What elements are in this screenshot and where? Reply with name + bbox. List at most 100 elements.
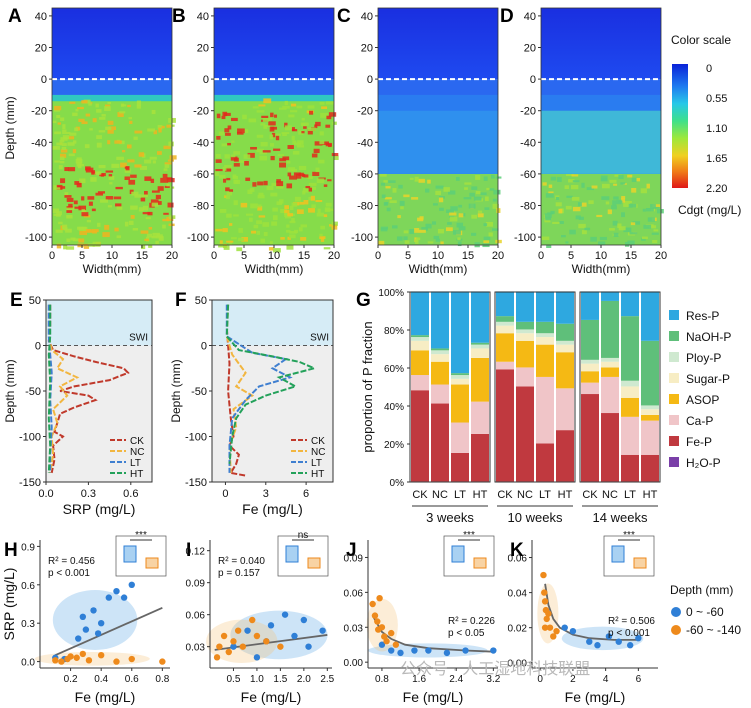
- y-tick-label: -80: [193, 201, 209, 213]
- concentration-cell: [250, 146, 257, 150]
- concentration-cell: [94, 171, 102, 175]
- concentration-cell: [409, 177, 414, 180]
- concentration-cell: [438, 197, 444, 203]
- stack-segment: [431, 361, 449, 385]
- data-point-shallow: [120, 594, 128, 601]
- stack-segment: [451, 384, 469, 423]
- concentration-cell: [257, 206, 263, 211]
- concentration-cell: [277, 154, 285, 157]
- concentration-cell: [289, 220, 296, 224]
- concentration-cell: [148, 227, 153, 230]
- x-tick-label: 6: [636, 674, 642, 685]
- concentration-cell: [85, 113, 91, 117]
- concentration-cell: [411, 197, 419, 200]
- concentration-cell: [266, 185, 274, 191]
- concentration-cell: [380, 226, 389, 230]
- y-tick-label: 0: [35, 341, 41, 353]
- concentration-cell: [448, 190, 456, 195]
- concentration-cell: [287, 236, 291, 240]
- p-value-label: p < 0.05: [448, 628, 485, 639]
- x-tick-label: 2.5: [320, 674, 334, 685]
- concentration-cell: [134, 130, 143, 134]
- concentration-cell: [612, 220, 618, 226]
- concentration-cell: [435, 190, 442, 196]
- concentration-cell: [151, 109, 156, 115]
- data-point-deep: [58, 658, 65, 665]
- concentration-cell: [379, 173, 387, 177]
- concentration-cell: [62, 135, 70, 140]
- concentration-cell: [164, 162, 172, 165]
- concentration-cell: [291, 135, 295, 141]
- concentration-cell: [78, 118, 85, 122]
- y-tick-label: 0.03: [186, 643, 206, 654]
- x-axis-label: SRP (mg/L): [63, 501, 136, 517]
- legend-swatch: [669, 331, 679, 341]
- x-tick-label: 0.5: [227, 674, 241, 685]
- concentration-cell: [586, 187, 594, 191]
- y-tick-label: 0.09: [344, 553, 364, 564]
- concentration-cell: [269, 241, 273, 245]
- concentration-cell: [73, 200, 78, 205]
- data-point-shallow: [626, 642, 634, 649]
- x-axis-label: Fe (mg/L): [403, 689, 464, 705]
- concentration-cell: [222, 228, 228, 233]
- concentration-cell: [566, 195, 573, 198]
- concentration-cell: [648, 225, 657, 229]
- data-point-deep: [213, 654, 221, 661]
- concentration-cell: [564, 185, 569, 190]
- concentration-cell: [124, 221, 129, 227]
- y-tick-label: -100: [185, 432, 207, 444]
- concentration-cell: [440, 241, 444, 245]
- concentration-cell: [286, 183, 293, 189]
- concentration-cell: [326, 101, 334, 105]
- concentration-cell: [257, 181, 264, 186]
- concentration-cell: [643, 224, 652, 229]
- concentration-cell: [384, 197, 392, 200]
- legend-swatch: [669, 415, 679, 425]
- concentration-cell: [87, 196, 95, 200]
- depth-legend-label: 0 ~ -60: [686, 605, 724, 619]
- y-axis-label: Depth (mm): [169, 359, 183, 422]
- concentration-cell: [245, 213, 254, 216]
- concentration-cell: [114, 140, 122, 144]
- concentration-cell: [605, 201, 610, 205]
- concentration-cell: [272, 215, 278, 221]
- concentration-cell: [650, 204, 656, 209]
- stack-segment: [601, 376, 619, 414]
- confidence-ellipse: [206, 619, 278, 663]
- y-tick-label: 0.00: [508, 659, 528, 670]
- concentration-cell: [124, 176, 130, 180]
- concentration-cell: [92, 241, 101, 247]
- data-point-deep: [374, 618, 381, 625]
- concentration-cell: [59, 156, 65, 161]
- p-value-label: p < 0.001: [48, 568, 90, 579]
- concentration-cell: [321, 106, 328, 110]
- concentration-cell: [69, 132, 77, 136]
- stack-segment: [601, 361, 619, 368]
- stack-segment: [641, 291, 659, 341]
- stack-segment: [411, 291, 429, 336]
- data-point-deep: [73, 654, 80, 661]
- concentration-cell: [86, 219, 92, 223]
- y-tick-label: -80: [520, 201, 536, 213]
- concentration-cell: [642, 208, 646, 212]
- concentration-cell: [468, 203, 476, 209]
- concentration-cell: [286, 224, 290, 228]
- depth-legend: Depth (mm) 0 ~ -60 -60 ~ -140: [670, 583, 741, 637]
- r-squared-label: R² = 0.040: [218, 556, 265, 567]
- legend-label: NC: [311, 447, 325, 458]
- concentration-cell: [158, 201, 162, 205]
- x-tick-label: 1.6: [412, 674, 426, 685]
- concentration-cell: [256, 230, 261, 235]
- y-tick-label: 0.04: [508, 589, 528, 600]
- y-tick-label: 20: [35, 43, 47, 55]
- water-column: [52, 8, 172, 80]
- concentration-cell: [164, 185, 170, 188]
- panel-letter-g: G: [356, 290, 371, 311]
- concentration-cell: [292, 150, 300, 155]
- y-tick-label: 0: [530, 74, 536, 86]
- concentration-cell: [120, 162, 127, 168]
- stack-segment: [471, 291, 489, 343]
